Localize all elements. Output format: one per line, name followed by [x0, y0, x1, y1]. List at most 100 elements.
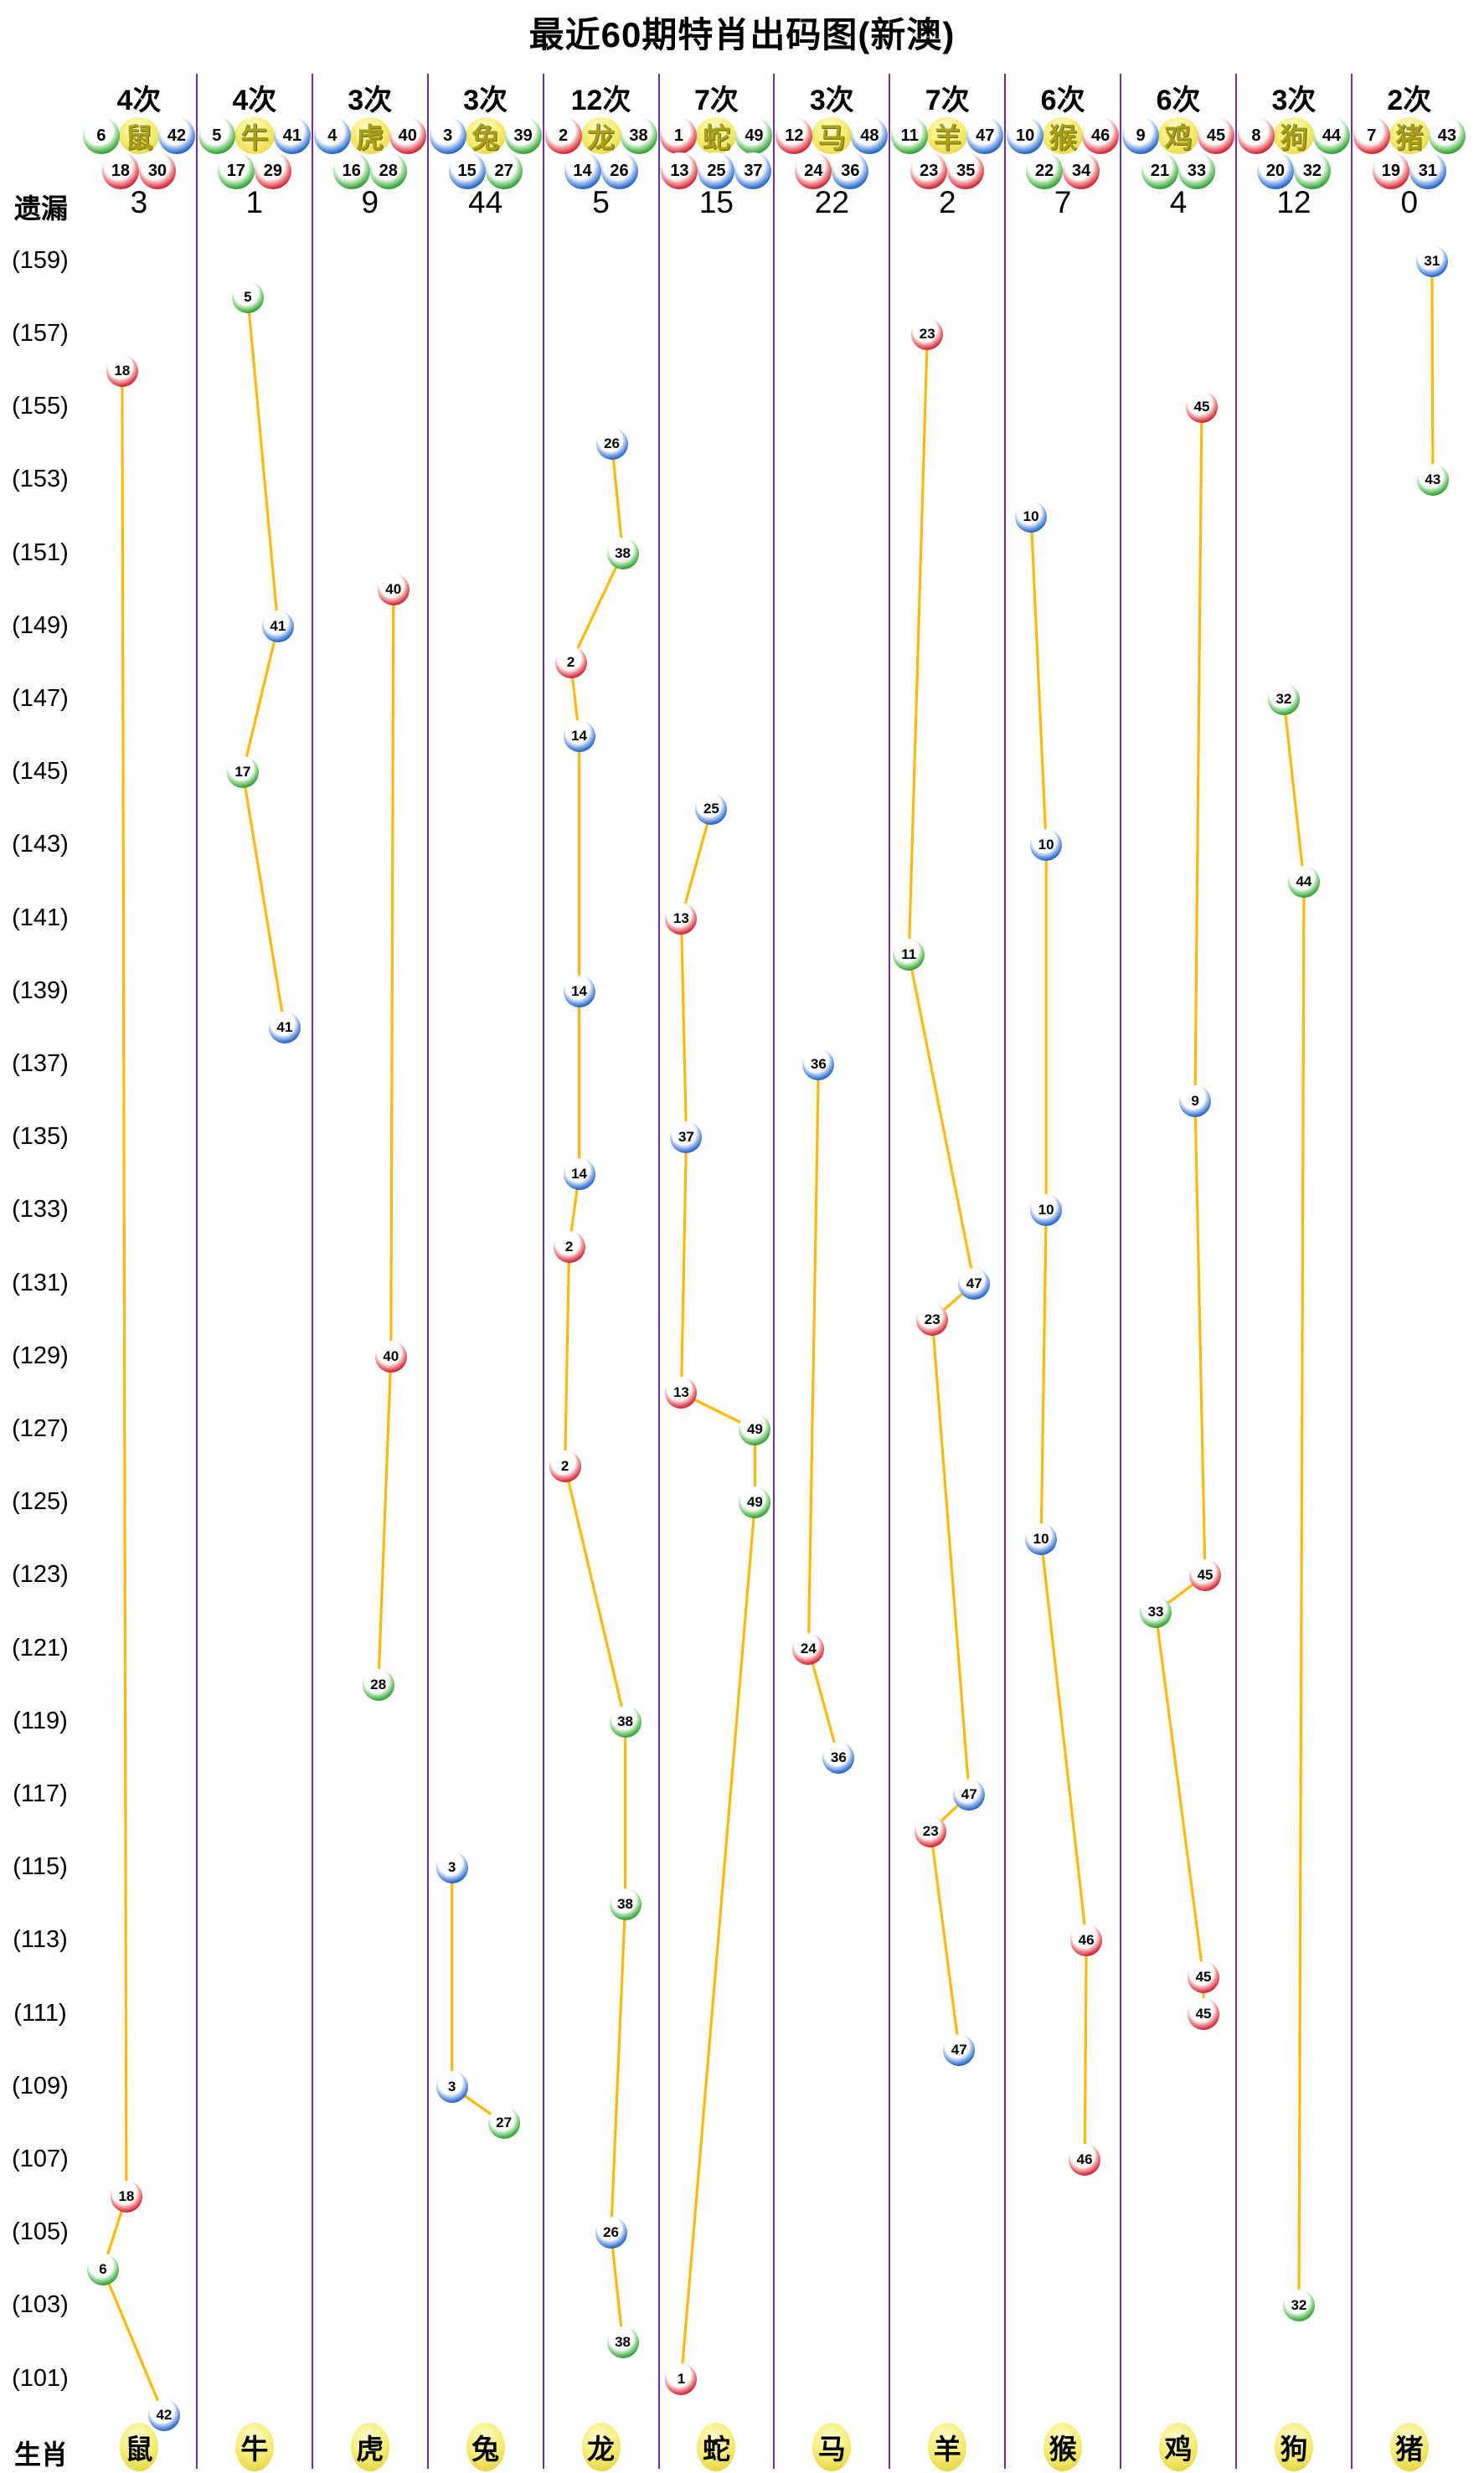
chart-ball: 1 — [665, 2362, 698, 2395]
chart-ball: 2 — [549, 1450, 581, 1482]
chart-ball: 3 — [435, 1852, 468, 1884]
axis-period-label: (135) — [12, 1123, 69, 1151]
trend-line — [101, 370, 166, 2416]
zodiac-name-chip: 猴 — [1043, 117, 1084, 154]
header-ball: 6 — [82, 117, 120, 154]
miss-count-value: 2 — [938, 185, 956, 219]
zodiac-name-chip: 鸡 — [1158, 117, 1199, 154]
axis-period-label: (109) — [12, 2072, 69, 2099]
header-ball: 33 — [1178, 152, 1216, 189]
chart-ball: 40 — [377, 574, 410, 606]
trend-line — [1282, 698, 1306, 2306]
appearance-count-label: 7次 — [693, 85, 739, 116]
chart-ball: 17 — [226, 756, 259, 789]
miss-count-value: 7 — [1054, 185, 1072, 219]
axis-period-label: (129) — [12, 1342, 69, 1369]
header-ball: 32 — [1293, 152, 1331, 189]
header-ball: 40 — [389, 117, 426, 154]
chart-ball: 14 — [563, 975, 595, 1007]
appearance-count-label: 3次 — [463, 85, 508, 116]
axis-period-label: (121) — [12, 1634, 69, 1662]
miss-count-value: 9 — [361, 185, 379, 219]
trend-line — [1430, 260, 1435, 481]
header-ball: 11 — [891, 117, 929, 154]
axis-period-label: (145) — [12, 758, 69, 786]
chart-ball: 9 — [1179, 1085, 1212, 1117]
axis-period-label: (113) — [13, 1926, 68, 1954]
zodiac-name-chip: 龙 — [580, 117, 621, 154]
chart-ball: 18 — [110, 2180, 142, 2213]
chart-ball: 38 — [606, 537, 639, 569]
header-ball: 47 — [966, 117, 1004, 154]
chart-ball: 46 — [1070, 1924, 1103, 1957]
miss-count-value: 1 — [245, 185, 264, 219]
chart-ball: 41 — [268, 1012, 301, 1044]
appearance-count-label: 6次 — [1156, 85, 1201, 116]
chart-ball: 13 — [665, 902, 698, 935]
chart-ball: 36 — [822, 1742, 855, 1775]
chart-ball: 23 — [915, 1815, 947, 1847]
zodiac-name-chip: 鼠 — [118, 117, 159, 154]
chart-ball: 45 — [1186, 391, 1219, 424]
axis-period-label: (125) — [12, 1488, 69, 1516]
page-title: 最近60期特肖出码图(新澳) — [528, 15, 956, 54]
appearance-count-label: 12次 — [570, 85, 631, 116]
axis-period-label: (139) — [12, 976, 69, 1004]
chart-ball: 45 — [1188, 1997, 1220, 2030]
zodiac-name-chip: 狗 — [1273, 117, 1314, 154]
column-divider — [1004, 74, 1007, 2469]
header-ball: 13 — [661, 152, 698, 189]
axis-period-label: (101) — [12, 2364, 69, 2392]
appearance-count-label: 3次 — [809, 85, 854, 116]
axis-period-label: (107) — [12, 2146, 69, 2172]
chart-ball: 32 — [1282, 2290, 1315, 2322]
bottom-zodiac-chip: 兔 — [466, 2423, 505, 2471]
zodiac-name-chip: 兔 — [465, 117, 506, 154]
appearance-count-label: 4次 — [232, 85, 277, 116]
chart-ball: 10 — [1025, 1522, 1058, 1555]
chart-ball: 45 — [1188, 1961, 1220, 1993]
header-ball: 29 — [254, 152, 291, 189]
column-divider — [426, 74, 429, 2469]
chart-ball: 47 — [943, 2034, 976, 2067]
bottom-zodiac-chip: 鼠 — [119, 2423, 158, 2471]
chart-ball: 43 — [1416, 464, 1449, 497]
chart-ball: 14 — [563, 719, 595, 752]
header-ball: 10 — [1007, 117, 1044, 154]
header-ball: 3 — [429, 117, 466, 154]
chart-ball: 13 — [665, 1377, 698, 1409]
miss-count-value: 5 — [592, 185, 610, 219]
chart-ball: 23 — [911, 318, 944, 350]
chart-ball: 26 — [595, 427, 628, 460]
header-ball: 19 — [1372, 152, 1409, 189]
chart-ball: 38 — [606, 2326, 639, 2358]
chart-ball: 14 — [563, 1157, 595, 1190]
header-ball: 8 — [1237, 117, 1275, 154]
axis-period-label: (157) — [12, 320, 69, 347]
chart-ball: 44 — [1287, 866, 1320, 898]
miss-count-value: 0 — [1400, 185, 1419, 219]
zodiac-name-chip: 猪 — [1389, 117, 1430, 154]
appearance-count-label: 2次 — [1387, 85, 1432, 116]
appearance-count-label: 4次 — [116, 85, 162, 116]
axis-period-label: (119) — [13, 1707, 68, 1734]
chart-ball: 46 — [1069, 2144, 1101, 2176]
zodiac-name-chip: 马 — [812, 117, 853, 154]
bottom-zodiac-chip: 虎 — [350, 2423, 389, 2471]
header-ball: 18 — [101, 152, 139, 189]
header-ball: 9 — [1122, 117, 1160, 154]
header-ball: 44 — [1312, 117, 1350, 154]
trend-line — [241, 297, 286, 1028]
header-ball: 43 — [1428, 117, 1466, 154]
header-ball: 16 — [332, 152, 370, 189]
chart-ball: 42 — [147, 2399, 180, 2432]
chart-ball: 40 — [374, 1340, 407, 1373]
chart-ball: 31 — [1415, 245, 1448, 277]
axis-period-label: (159) — [12, 246, 69, 274]
bottom-zodiac-chip: 牛 — [234, 2423, 274, 2471]
header-ball: 31 — [1409, 152, 1446, 189]
chart-ball: 11 — [893, 939, 925, 971]
column-divider — [542, 74, 544, 2469]
